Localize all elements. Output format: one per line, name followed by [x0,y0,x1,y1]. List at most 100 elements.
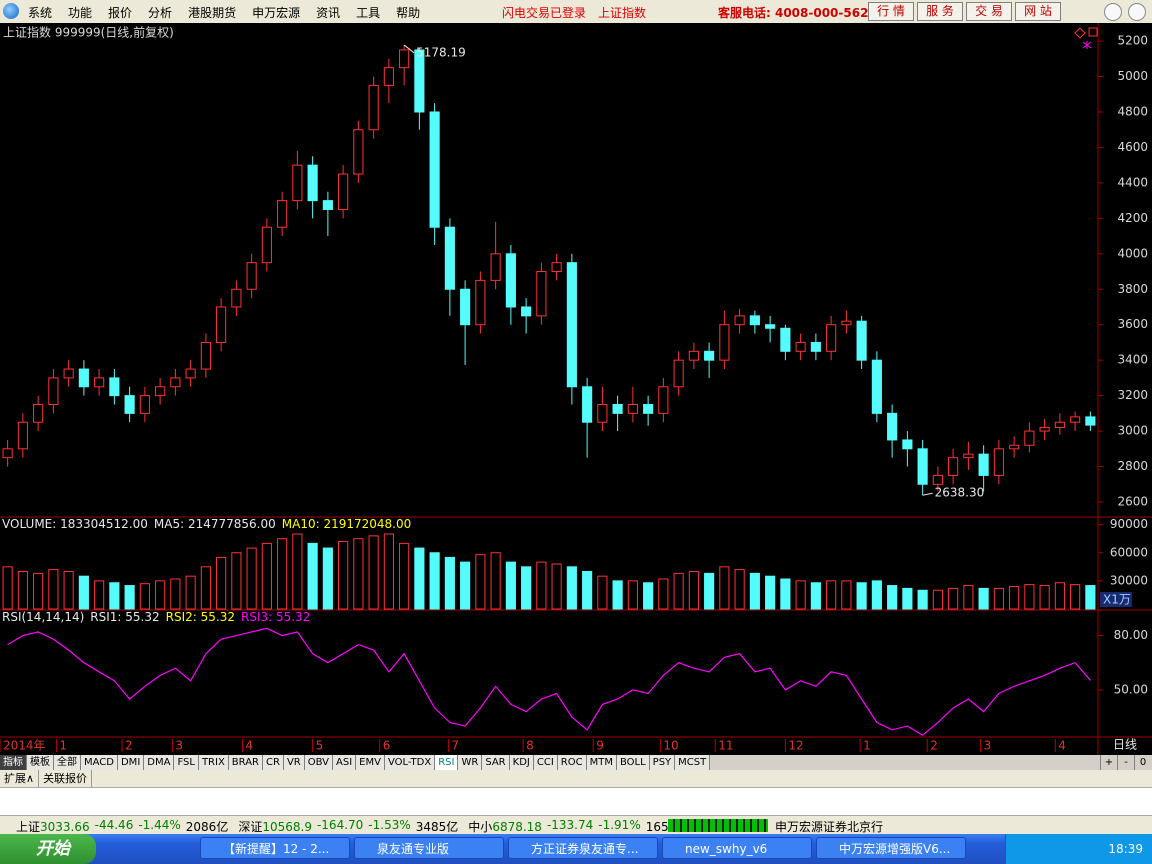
tab-control[interactable]: 0 [1134,755,1151,770]
volume-bar [124,585,135,610]
volume-bar [1054,582,1065,610]
sub-tab[interactable]: 扩展∧ [0,770,40,787]
quick-button[interactable]: 行 情 [868,2,914,21]
indicator-tab[interactable]: CCI [533,755,558,770]
candle-body [551,262,562,273]
icon-square[interactable] [1088,27,1098,37]
task-button[interactable]: 泉友通专业版 [354,837,504,859]
menu-items: 系统 功能 报价 分析 港股期货 申万宏源 资讯 工具 帮助 [28,4,420,21]
volume-bar [155,580,166,610]
menu-item[interactable]: 帮助 [396,6,421,20]
icon-diamond[interactable] [1074,27,1086,39]
menu-item[interactable]: 工具 [356,6,381,20]
x-tick-label: 9 [596,739,604,753]
indicator-tab[interactable]: MACD [81,755,118,770]
indicator-tab[interactable]: MTM [586,755,617,770]
legend-entry: RSI3: 55.32 [241,610,310,624]
minimize-button[interactable] [1104,3,1122,21]
candle-body [155,386,166,397]
quick-button[interactable]: 网 站 [1015,2,1061,21]
candle-body [932,474,943,485]
candle-body [231,288,242,308]
index-quote: 中小6878.18 -133.74 -1.91% 1652亿 [468,818,688,835]
menu-item[interactable]: 申万宏源 [252,6,301,20]
indicator-tab[interactable]: KDJ [509,755,534,770]
indicator-tab[interactable]: BRAR [228,755,263,770]
task-button[interactable]: new_swhy_v6 [662,837,812,859]
indicator-tab[interactable]: 指标 [0,755,27,770]
indicator-tab[interactable]: MCST [675,755,711,770]
tab-control[interactable]: - [1117,755,1134,770]
volume-bar [216,556,227,610]
close-button[interactable] [1128,3,1146,21]
quick-button[interactable]: 服 务 [917,2,963,21]
task-button[interactable]: 中万宏源增强版V6... [816,837,966,859]
quick-button[interactable]: 交 易 [966,2,1012,21]
volume-bar [1070,584,1081,610]
indicator-tab[interactable]: ASI [333,755,357,770]
menu-item[interactable]: 资讯 [316,6,341,20]
candle-body [475,279,486,326]
menu-item[interactable]: 系统 [28,6,53,20]
volume-bar [551,563,562,610]
volume-bar [139,583,150,610]
indicator-tab[interactable]: ROC [557,755,587,770]
candle-body [948,457,959,476]
legend-entry: MA10: 219172048.00 [282,517,412,531]
indicator-tab[interactable]: VOL-TDX [384,755,436,770]
candle-body [993,448,1004,476]
volume-bar [566,566,577,610]
price-tick-label: 4200 [1117,211,1148,225]
indicator-tab[interactable]: PSY [649,755,676,770]
volume-tick-label: 30000 [1110,573,1148,587]
tab-control[interactable]: + [1100,755,1117,770]
sub-tab[interactable]: 关联报价 [39,770,93,787]
indicator-tab[interactable]: CR [263,755,284,770]
candle-body [444,226,455,290]
menu-item[interactable]: 功能 [68,6,93,20]
candle-body [139,395,150,414]
rsi-tick-label: 50.00 [1114,682,1148,696]
menu-item[interactable]: 港股期货 [188,6,237,20]
index-name: 中小6878.18 [468,818,542,835]
candle-body [612,403,623,414]
indicator-tab[interactable]: SAR [482,755,510,770]
indicator-tab[interactable]: 模板 [27,755,54,770]
start-button[interactable]: 开始 [0,834,96,864]
volume-bar [368,535,379,610]
volume-bar [978,587,989,610]
indicator-tab[interactable]: 全部 [54,755,81,770]
indicator-tab[interactable]: BOLL [616,755,650,770]
task-button[interactable]: 方正证券泉友通专... [508,837,658,859]
indicator-tab[interactable]: EMV [356,755,385,770]
price-tick-label: 2600 [1117,494,1148,508]
indicator-tab[interactable]: TRIX [198,755,229,770]
volume-bar [231,552,242,610]
menu-item[interactable]: 分析 [148,6,173,20]
candle-body [170,377,181,388]
index-quotes: 上证3033.66 -44.46 -1.44% 2086亿 深证10568.9 -164.… [16,818,688,835]
x-tick-label: 5 [316,739,324,753]
indicator-tab[interactable]: RSI [435,755,459,770]
indicator-tab[interactable]: DMI [117,755,145,770]
indicator-tab[interactable]: DMA [144,755,175,770]
candle-body [597,403,608,423]
candle-body [978,453,989,476]
candle-body [246,262,257,290]
indicator-tab[interactable]: OBV [304,755,333,770]
indicator-tab[interactable]: FSL [174,755,199,770]
indicator-tab[interactable]: WR [458,755,483,770]
candle-body [582,386,593,423]
volume-bar [307,542,318,610]
period-label: 日线 [1113,738,1137,752]
indicator-tab[interactable]: VR [283,755,305,770]
candle-body [277,200,288,228]
x-tick-label: 6 [383,739,391,753]
task-button[interactable]: 【新提醒】12 - 2... [200,837,350,859]
index-percent: -1.91% [598,818,641,832]
menu-item[interactable]: 报价 [108,6,133,20]
volume-bar [200,566,211,610]
index-name-text: 深证 [238,820,263,834]
volume-bar [612,580,623,610]
volume-bar [948,587,959,610]
